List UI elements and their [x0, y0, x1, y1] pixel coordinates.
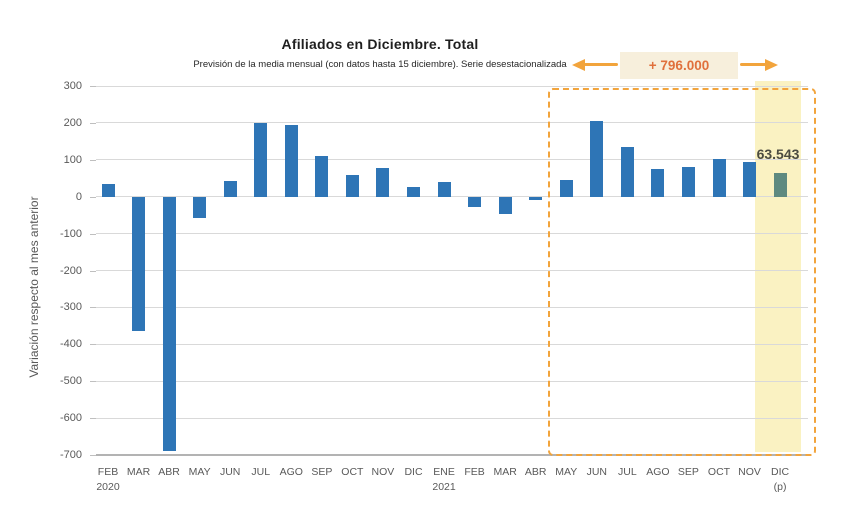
gridline--600 — [96, 417, 808, 419]
x-tick-sublabel: 2021 — [432, 481, 456, 493]
gridline--500 — [96, 380, 808, 382]
y-tick-label: 100 — [63, 153, 82, 166]
x-tick-label: MAR — [493, 466, 517, 478]
bar-oct-2020 — [345, 174, 359, 197]
left-arrowhead-icon — [572, 58, 585, 71]
x-tick-label: FEB — [464, 466, 485, 478]
y-tick — [90, 159, 96, 161]
gridline-0 — [96, 196, 808, 198]
bar-nov-2021 — [743, 162, 757, 197]
bar-sep-2020 — [315, 156, 329, 197]
right-arrowhead-icon — [765, 58, 778, 71]
x-tick-label: JUL — [251, 466, 271, 478]
y-tick-label: -400 — [59, 338, 82, 351]
gridline-200 — [96, 122, 808, 124]
y-tick-label: -600 — [59, 412, 82, 425]
bar-dic-2020 — [407, 187, 420, 197]
y-tick-label: -300 — [59, 301, 82, 314]
bar-jul-2021 — [620, 147, 634, 197]
x-tick-sublabel: 2020 — [96, 481, 120, 493]
bar-mar-2021 — [498, 196, 512, 215]
x-tick-label: NOV — [738, 466, 761, 478]
bar-mar-2020 — [132, 196, 146, 332]
forecast-value-label: 63.543 — [756, 146, 800, 162]
x-tick-label: NOV — [371, 466, 395, 478]
forecast-month-highlight-band — [755, 81, 801, 452]
x-tick-label: JUN — [219, 466, 241, 478]
x-tick-label: JUL — [618, 466, 637, 478]
gridline--200 — [96, 270, 808, 271]
y-tick-label: 200 — [63, 116, 82, 129]
forecast-period-dashed-box — [548, 88, 816, 456]
y-tick-label: -200 — [59, 264, 82, 277]
bar-ago-2020 — [284, 125, 298, 197]
x-tick-label: MAY — [188, 466, 211, 478]
y-tick — [90, 86, 96, 87]
y-tick-label: 300 — [63, 80, 82, 92]
bar-jul-2020 — [254, 122, 268, 197]
y-tick-label: -700 — [59, 449, 82, 461]
chart-subtitle: Previsión de la media mensual (con datos… — [193, 59, 567, 70]
y-tick-label: -500 — [59, 375, 82, 388]
x-tick-label: ENE — [433, 466, 455, 478]
gridline-100 — [96, 159, 808, 161]
y-tick — [90, 307, 96, 309]
y-tick — [90, 233, 96, 235]
bar-abr-2021 — [529, 196, 543, 200]
x-tick-label: ABR — [524, 466, 547, 478]
bar-may-2020 — [193, 196, 207, 219]
bar-ago-2021 — [651, 168, 665, 197]
bar-oct-2021 — [712, 159, 726, 197]
x-tick-label: MAR — [126, 466, 151, 478]
x-tick-label: OCT — [341, 466, 364, 478]
y-tick — [90, 196, 96, 198]
y-tick-label: -100 — [59, 227, 82, 240]
bar-abr-2020 — [162, 196, 176, 452]
right-arrow-icon — [740, 63, 766, 66]
x-tick-label: AGO — [279, 466, 303, 478]
gridline--400 — [96, 343, 808, 345]
y-tick — [90, 122, 96, 124]
annotation-total-label: + 796.000 — [620, 52, 738, 79]
left-arrow-icon — [584, 63, 618, 66]
bar-feb-2021 — [468, 196, 482, 208]
y-tick — [90, 418, 96, 420]
x-tick-label: DIC — [771, 466, 790, 478]
y-tick — [90, 455, 96, 456]
chart-title: Afiliados en Diciembre. Total — [281, 36, 479, 52]
gridline-300 — [96, 85, 808, 87]
gridline--300 — [96, 306, 808, 308]
y-axis-title: Variación respecto al mes anterior — [27, 196, 41, 378]
bar-jun-2021 — [590, 121, 604, 197]
bar-dic-2021 — [773, 173, 787, 197]
x-tick-label: DIC — [404, 466, 423, 478]
x-tick-sublabel: (p) — [773, 481, 787, 493]
x-tick-label: SEP — [677, 466, 699, 478]
x-tick-label: AGO — [646, 466, 670, 478]
y-tick — [90, 344, 96, 346]
bar-ene-2021 — [437, 182, 451, 197]
bar-nov-2020 — [376, 168, 390, 197]
bar-sep-2021 — [681, 166, 695, 197]
y-tick — [90, 381, 96, 383]
bar-feb-2020 — [101, 183, 115, 197]
x-tick-label: SEP — [311, 466, 333, 478]
y-tick-label: 0 — [75, 190, 82, 203]
plot-area — [96, 85, 808, 456]
x-tick-label: ABR — [158, 466, 180, 478]
gridline--700 — [96, 454, 808, 456]
x-tick-label: JUN — [586, 466, 607, 478]
y-tick — [90, 270, 96, 272]
x-tick-label: OCT — [707, 466, 731, 478]
gridline--100 — [96, 233, 808, 235]
bar-may-2021 — [559, 179, 573, 197]
bar-jun-2020 — [223, 180, 237, 197]
x-tick-label: MAY — [555, 466, 578, 478]
x-tick-label: FEB — [97, 466, 119, 478]
